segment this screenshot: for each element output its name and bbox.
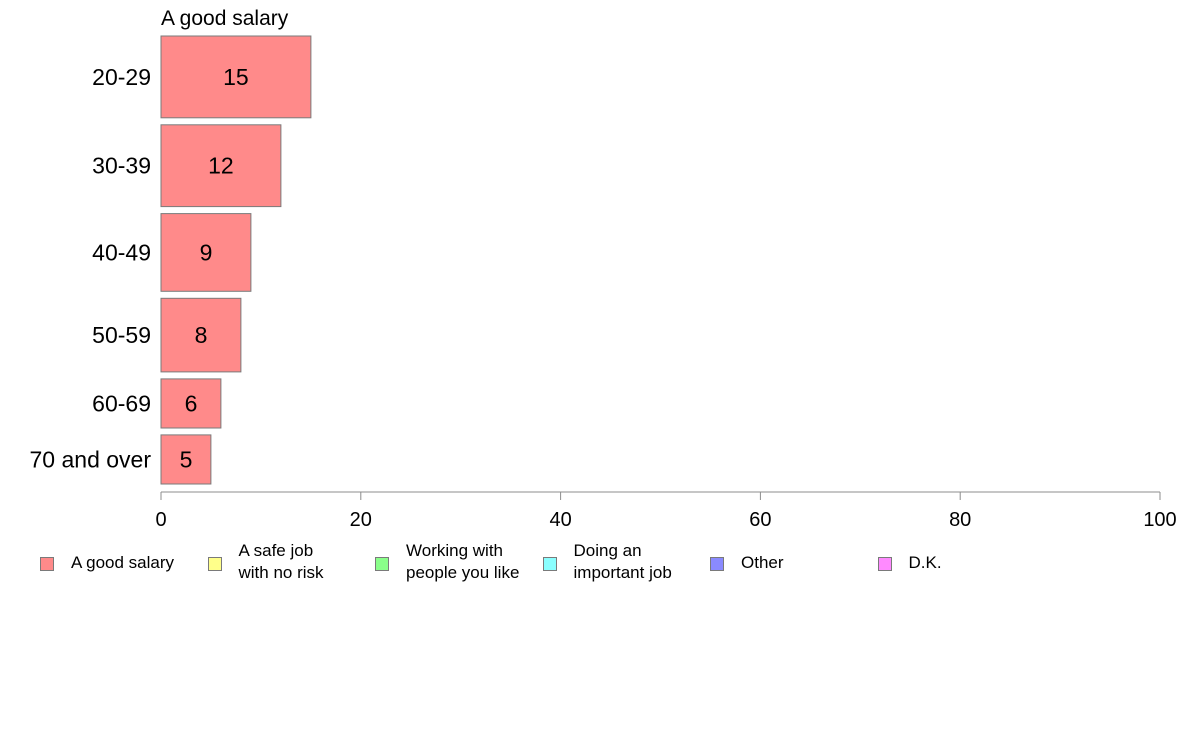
- bar-value-label: 5: [180, 447, 193, 473]
- bar-value-label: 6: [185, 390, 198, 416]
- bar: [160, 434, 212, 485]
- bar-value-label: 12: [208, 153, 234, 179]
- bar: [160, 124, 282, 208]
- category-label: 20-29: [92, 64, 151, 90]
- bar-value-label: 15: [223, 64, 249, 90]
- category-label: 60-69: [92, 390, 151, 416]
- bar: [160, 213, 252, 292]
- bar: [160, 378, 222, 429]
- legend-label: A safe job with no risk: [238, 541, 324, 582]
- bar-chart: A good salary 15 20-29 12 30-39 9 40-49 8 50-59…: [30, 7, 1177, 531]
- category-label: 70 and over: [30, 447, 152, 473]
- legend-swatch: [375, 557, 389, 571]
- x-tick-label: 100: [1143, 509, 1176, 531]
- legend-label: A good salary: [71, 553, 175, 572]
- bar: [160, 297, 242, 373]
- legend-swatch: [207, 557, 222, 571]
- category-label: 50-59: [92, 322, 151, 348]
- category-label: 40-49: [92, 239, 151, 265]
- legend-swatch: [710, 557, 724, 571]
- legend-item: A safe job with no risk: [207, 540, 324, 584]
- x-tick-label: 80: [949, 509, 971, 531]
- bar-value-label: 9: [200, 239, 213, 265]
- legend: A good salary A safe job with no risk Work…: [0, 540, 1188, 600]
- bar-value-label: 8: [195, 322, 208, 348]
- legend-swatch: [542, 557, 557, 571]
- legend-label: D.K.: [908, 553, 942, 572]
- x-tick-label: 40: [549, 509, 571, 531]
- chart-title: A good salary: [161, 7, 289, 30]
- bar: [160, 35, 312, 119]
- category-label: 30-39: [92, 153, 151, 179]
- legend-swatch: [40, 557, 54, 571]
- legend-item: Doing an important job: [542, 540, 672, 584]
- legend-item: A good salary: [40, 540, 174, 574]
- legend-label: Doing an important job: [573, 541, 672, 582]
- legend-swatch: [877, 557, 892, 571]
- legend-label: Other: [741, 553, 784, 572]
- legend-item: D.K.: [877, 540, 942, 574]
- x-tick-label: 60: [749, 509, 771, 531]
- legend-item: Working with people you like: [375, 540, 519, 584]
- x-tick-label: 0: [155, 509, 166, 531]
- legend-item: Other: [710, 540, 784, 574]
- x-tick-label: 20: [350, 509, 372, 531]
- legend-label: Working with people you like: [406, 541, 520, 582]
